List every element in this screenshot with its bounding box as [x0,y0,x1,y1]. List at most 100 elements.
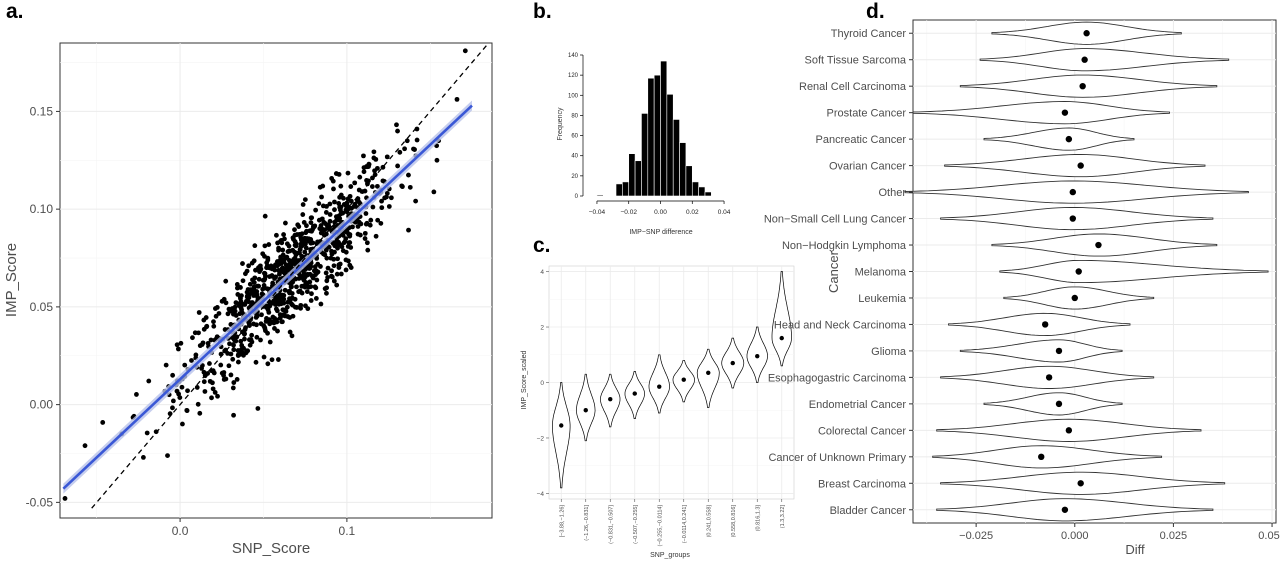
data-point [292,249,297,255]
data-point [318,264,323,269]
data-point [371,155,377,161]
data-point [313,296,319,301]
x-axis-title-c: SNP_groups [650,552,690,559]
data-point [179,384,185,390]
data-point [228,372,234,378]
x-tick-label: 0.04 [718,209,731,216]
violin-shape [940,206,1214,231]
data-point [174,388,180,394]
ticks-d: Thyroid Cancer Soft Tissue Sarcoma Renal C… [764,28,1280,542]
data-point [386,204,392,209]
data-point [341,202,347,207]
y-tick-label: Glioma [871,346,907,358]
x-tick-label: (−0.255,−0.0114] [657,505,663,547]
data-point [274,232,279,238]
violin-shape [912,101,1170,125]
histogram-bar [679,142,687,197]
data-point [202,389,208,394]
violin-shape [948,312,1131,337]
data-point [275,240,280,246]
x-tick-label: (0.816,1.3] [755,505,761,532]
median-point [632,391,637,396]
histogram-bar [615,183,623,197]
data-point [338,204,344,210]
data-point [289,301,294,307]
violin-shape [552,382,571,489]
data-point [324,203,329,209]
histogram-bar [641,113,649,197]
y-tick-label: 60 [571,134,578,140]
data-point [189,358,194,363]
x-tick-label: 0.025 [1160,530,1188,542]
y-tick-label: Pancreatic Cancer [816,134,907,146]
data-point [325,275,331,280]
histogram-bar [698,186,706,197]
data-point [170,398,176,404]
data-point [394,122,399,128]
data-point [205,340,211,346]
data-point [165,453,170,458]
y-axis-title-b: Frequency [557,107,564,141]
data-point [327,218,333,224]
histogram-bar [622,181,630,197]
median-point [1075,268,1082,275]
data-point [274,317,279,323]
data-point [255,283,261,289]
x-tick-label: (0.241,0.558] [706,505,712,538]
data-point [334,282,340,288]
x-tick-label: 0.050 [1258,530,1280,542]
data-point [368,217,374,223]
histogram-bar [647,77,655,197]
data-point [365,247,371,253]
histogram-bar [660,60,668,197]
data-point [330,178,336,184]
y-tick-label: 0.15 [30,104,54,118]
data-point [343,267,349,273]
data-point [230,385,236,391]
data-point [265,255,271,261]
data-point [170,372,176,378]
data-point [272,326,277,331]
data-point [241,352,246,358]
y-tick-label: Thyroid Cancer [831,28,907,40]
data-point [336,239,341,245]
data-point [384,190,390,196]
panel-label-d: d. [866,0,885,23]
y-tick-label: 120 [568,73,579,79]
data-point [223,278,229,284]
data-point [247,323,252,329]
data-point [268,318,273,324]
panel-label-c: c. [533,234,551,257]
data-point [287,288,292,294]
data-point [309,291,314,297]
data-point [264,303,270,309]
data-point [235,352,241,358]
violin-shape [979,48,1230,72]
data-point [249,339,255,345]
y-tick-label: 0.00 [30,398,54,412]
violin-shape [991,233,1218,257]
x-axis-title-a: SNP_Score [232,540,310,557]
data-point [337,261,343,267]
data-point [397,149,403,155]
data-point [357,232,363,238]
data-point [412,147,417,152]
data-point [177,395,183,401]
data-point [242,336,247,342]
data-point [276,247,281,253]
data-point [334,271,340,277]
median-point [681,377,686,382]
data-point [315,239,320,245]
data-point [399,184,405,190]
data-point [288,297,293,303]
data-point [205,371,211,376]
violin-shape [1003,286,1155,310]
data-point [362,236,368,241]
data-point [329,274,335,280]
data-point [249,260,255,266]
median-point [583,408,588,413]
data-point [329,248,334,254]
data-point [361,165,367,170]
data-point [264,265,269,271]
data-point [221,373,226,378]
